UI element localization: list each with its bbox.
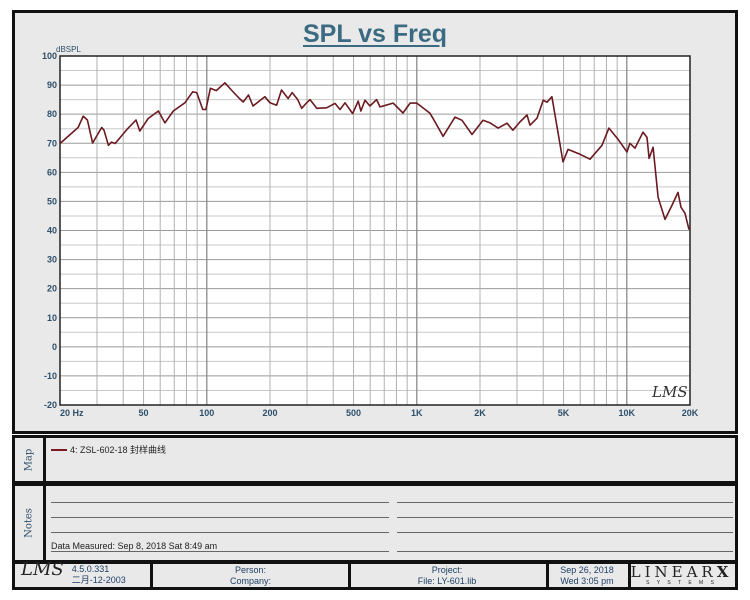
y-tick-label: 0 — [52, 342, 57, 352]
note-line — [397, 551, 733, 552]
time: Wed 3:05 pm — [560, 575, 614, 586]
data-measured: Data Measured: Sep 8, 2018 Sat 8:49 am — [51, 541, 218, 551]
y-tick-label: 70 — [47, 138, 57, 148]
note-line — [51, 532, 389, 533]
map-panel: Map 4: ZSL-602-18 封样曲线 — [12, 435, 738, 484]
notes-panel: Notes Data Measured: Sep 8, 2018 Sat 8:4… — [12, 483, 738, 563]
x-tick-label: 1K — [411, 408, 423, 418]
brand-name: LINEAR — [630, 562, 717, 581]
y-tick-label: 60 — [47, 167, 57, 177]
y-tick-label: 40 — [47, 226, 57, 236]
build-date: 二月-12-2003 — [71, 575, 126, 585]
y-tick-label: 30 — [47, 255, 57, 265]
y-tick-label: -10 — [44, 371, 57, 381]
brand-sub: S Y S T E M S — [646, 579, 717, 586]
x-tick-label: 20K — [682, 408, 699, 418]
notes-side-label: Notes — [15, 486, 46, 560]
note-line — [397, 532, 733, 533]
person-label: Person: — [234, 564, 267, 575]
x-tick-label: 500 — [346, 408, 361, 418]
note-line — [397, 502, 733, 503]
y-tick-label: -20 — [44, 400, 57, 410]
y-axis-label: dBSPL — [56, 45, 81, 54]
x-tick-label: 2K — [474, 408, 486, 418]
note-line — [51, 502, 389, 503]
y-tick-label: 100 — [42, 51, 57, 61]
linearx-logo: LINEARX S Y S T E M S — [628, 564, 735, 587]
x-tick-label: 5K — [558, 408, 570, 418]
plot-border — [59, 55, 691, 406]
y-tick-label: 80 — [47, 109, 57, 119]
y-tick-label: 90 — [47, 80, 57, 90]
legend-entry[interactable]: 4: ZSL-602-18 封样曲线 — [51, 443, 166, 456]
y-tick-label: 20 — [47, 284, 57, 294]
x-tick-label: 200 — [262, 408, 277, 418]
footer-person-cell: Person: Company: — [153, 564, 351, 587]
footer-date-cell: Sep 26, 2018 Wed 3:05 pm — [546, 564, 631, 587]
date: Sep 26, 2018 — [560, 564, 614, 575]
chart-title: SPL vs Freq — [302, 20, 448, 48]
note-line — [51, 517, 389, 518]
lms-watermark: LMS — [651, 383, 688, 401]
series-line — [59, 82, 690, 230]
x-tick-label: 100 — [199, 408, 214, 418]
company-label: Company: — [229, 575, 272, 586]
brand-x: X — [716, 562, 733, 581]
y-tick-label: 50 — [47, 196, 57, 206]
project-label: Project: — [431, 564, 463, 575]
note-line — [51, 551, 389, 552]
footer: LMS 4.5.0.331 二月-12-2003 Person: Company: … — [12, 561, 738, 590]
x-tick-label: 10K — [619, 408, 636, 418]
lms-logo: LMS — [21, 559, 64, 580]
note-line — [397, 517, 733, 518]
x-tick-label: 50 — [139, 408, 149, 418]
x-tick-label: 20 Hz — [60, 408, 84, 418]
legend-swatch — [51, 448, 67, 451]
y-tick-label: 10 — [47, 313, 57, 323]
file-name: File: LY-601.lib — [417, 575, 477, 586]
footer-project-cell: Project: File: LY-601.lib — [348, 564, 549, 587]
map-side-label: Map — [15, 438, 46, 481]
legend-label: 4: ZSL-602-18 封样曲线 — [70, 445, 167, 455]
version: 4.5.0.331 — [71, 564, 110, 574]
footer-version-cell: LMS 4.5.0.331 二月-12-2003 — [15, 559, 153, 587]
